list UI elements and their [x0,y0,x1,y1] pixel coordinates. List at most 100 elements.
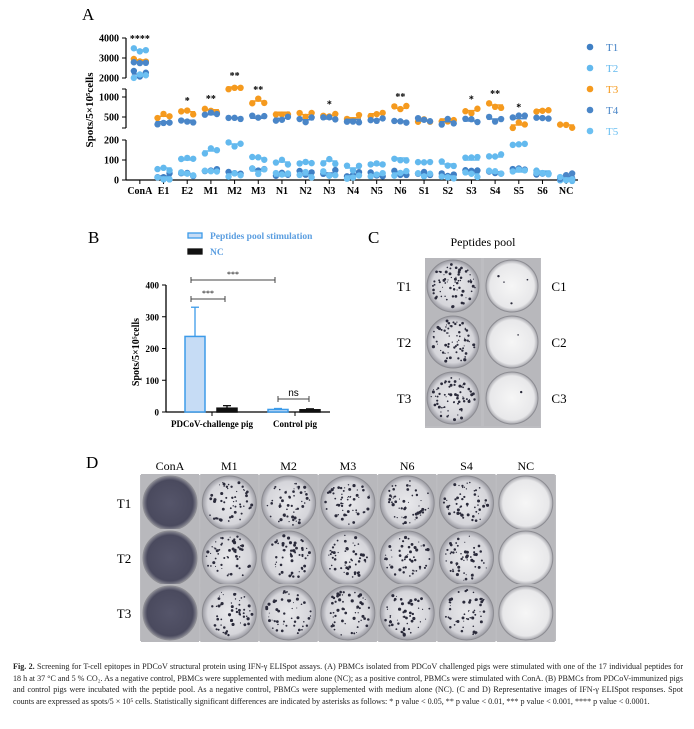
spot [477,544,481,548]
row-label: C1 [551,279,566,294]
data-point [255,154,262,161]
spot [307,554,309,557]
spot [301,505,305,508]
data-point [237,84,244,92]
spot [303,620,305,623]
spot [449,267,452,270]
spot [453,548,457,551]
spot [445,326,447,328]
spot [341,493,343,495]
spot [460,359,462,362]
spot [430,395,432,398]
spot [340,504,344,508]
data-point [225,139,232,146]
spot [238,603,241,606]
well [485,259,539,313]
spot [292,575,295,578]
data-point [160,176,167,183]
spot [275,629,279,632]
spot [301,553,304,557]
spot [223,501,226,504]
spot [388,545,392,548]
spot [471,284,475,288]
spot [394,484,397,487]
data-point [414,170,422,177]
spot [384,618,387,622]
spot [465,297,467,299]
spot [355,511,357,513]
spot [274,540,278,544]
spot [356,605,360,609]
spot [347,496,350,498]
spot [414,519,416,521]
spot [387,500,391,504]
y-tick-label: 200 [146,344,160,354]
spot [331,556,334,559]
spot [452,401,455,404]
spot [452,288,456,291]
spot [388,498,392,501]
spot [247,622,250,626]
spot [223,626,226,629]
spot [361,614,365,618]
spot [273,598,275,601]
spot [388,489,391,492]
spot [440,411,442,413]
spot [418,565,422,569]
spot [458,400,460,402]
spot [458,484,460,487]
spot [441,351,445,354]
spot [296,507,300,510]
spot [231,547,235,551]
spot [335,504,338,506]
spot [463,358,467,362]
spot [239,538,242,541]
spot [344,561,348,564]
spot [402,517,405,519]
data-point [444,162,451,169]
spot [293,624,296,627]
spot [443,497,447,501]
spot [460,629,464,633]
spot [304,491,306,493]
well [426,259,480,313]
data-point [166,119,173,126]
data-point [343,162,351,169]
spot [340,567,343,570]
spot [221,507,225,511]
spot [464,337,466,339]
spot [485,567,487,569]
data-point [509,168,516,175]
spot [455,351,458,354]
data-point [397,157,404,164]
spot [424,618,427,620]
spot [282,513,286,517]
spot [362,554,365,557]
row-label: C2 [551,335,566,350]
spot [288,574,292,578]
column-label: M1 [221,459,238,473]
spot [442,501,446,504]
spot [291,607,293,610]
spot [417,599,420,603]
spot [388,624,391,627]
spot [274,599,278,602]
spot [283,590,286,593]
spot [342,502,344,505]
spot [239,503,242,506]
spot [207,564,210,567]
spot [216,517,219,520]
spot [471,518,474,522]
spot [296,594,299,597]
data-point [178,155,185,163]
spot [293,511,295,513]
spot [444,352,446,355]
spot [454,295,458,298]
row-label: T2 [117,551,131,566]
y-tick-label: 500 [104,113,119,124]
significance-label: ** [230,71,240,82]
spot [454,393,457,396]
spot [398,538,401,540]
spot [458,339,460,341]
spot [520,390,523,394]
